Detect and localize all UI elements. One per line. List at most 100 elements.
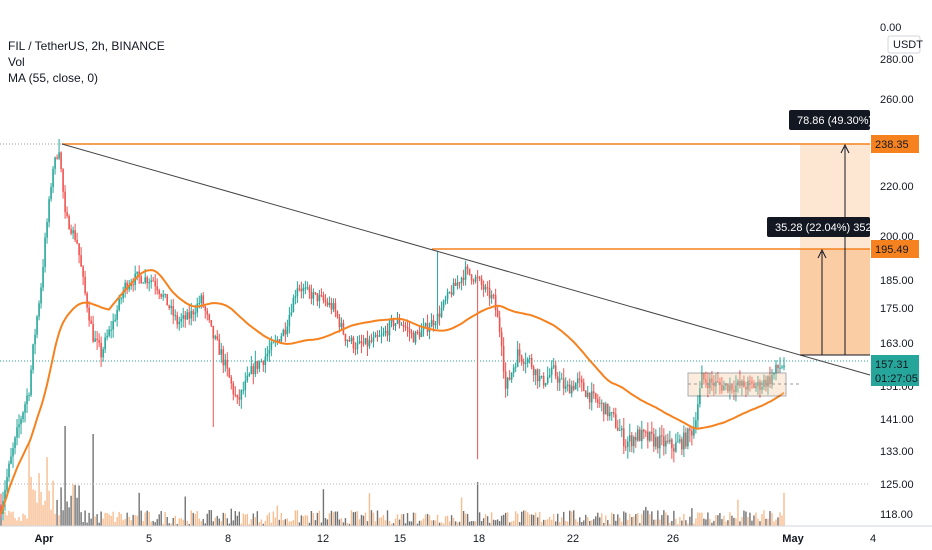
volume-bar bbox=[134, 515, 136, 526]
volume-bar bbox=[326, 519, 329, 526]
volume-bar bbox=[665, 512, 667, 526]
candle-body bbox=[302, 287, 305, 292]
candle-body bbox=[110, 329, 112, 331]
volume-bar bbox=[408, 521, 411, 526]
candle-body bbox=[382, 332, 385, 335]
candle-body bbox=[761, 386, 763, 390]
volume-bar bbox=[400, 514, 403, 526]
candle-body bbox=[144, 277, 146, 283]
candle-body bbox=[438, 313, 441, 317]
candle-body bbox=[749, 380, 751, 382]
price-tick-label: 133.00 bbox=[880, 446, 914, 458]
candle-body bbox=[358, 341, 361, 343]
candle-body bbox=[725, 383, 727, 386]
volume-bar bbox=[244, 514, 247, 526]
volume-bar bbox=[418, 520, 421, 526]
candle-body bbox=[514, 366, 517, 368]
candle-body bbox=[697, 404, 699, 421]
candle-body bbox=[44, 237, 46, 267]
volume-bar bbox=[304, 515, 307, 526]
volume-bar bbox=[739, 521, 741, 526]
candle-body bbox=[258, 361, 261, 369]
volume-bar bbox=[286, 518, 289, 526]
candle-body bbox=[737, 380, 739, 386]
candle-body bbox=[516, 349, 519, 367]
volume-bar bbox=[601, 513, 603, 526]
candle-body bbox=[222, 349, 225, 366]
volume-bar bbox=[162, 523, 164, 526]
candle-body bbox=[266, 353, 269, 357]
volume-bar bbox=[482, 518, 485, 526]
candle-body bbox=[663, 436, 665, 447]
volume-bar bbox=[118, 511, 120, 526]
volume-bar bbox=[733, 517, 735, 526]
volume-bar bbox=[16, 520, 18, 526]
volume-bar bbox=[516, 513, 519, 526]
volume-bar bbox=[288, 521, 291, 526]
candle-body bbox=[560, 378, 563, 380]
arrow-head-short bbox=[817, 248, 827, 259]
volume-bar bbox=[4, 511, 6, 526]
volume-bar bbox=[220, 521, 222, 526]
candle-body bbox=[50, 187, 52, 200]
candle-body bbox=[264, 356, 267, 366]
volume-bar bbox=[132, 514, 134, 526]
volume-bar bbox=[621, 521, 623, 526]
measure-region-inner bbox=[800, 249, 870, 355]
candle-body bbox=[292, 298, 295, 313]
volume-bar bbox=[70, 495, 72, 526]
volume-bar bbox=[170, 523, 172, 526]
candle-body bbox=[536, 369, 539, 382]
volume-bar bbox=[230, 508, 232, 526]
candle-body bbox=[208, 314, 211, 321]
volume-bar bbox=[609, 523, 611, 526]
volume-bar bbox=[100, 511, 102, 526]
volume-bar bbox=[759, 521, 761, 526]
volume-bar bbox=[753, 515, 755, 526]
candle-body bbox=[645, 431, 647, 433]
candle-body bbox=[246, 375, 249, 381]
volume-bar bbox=[264, 521, 267, 526]
candle-body bbox=[104, 337, 106, 350]
volume-bar bbox=[212, 521, 214, 526]
candle-body bbox=[548, 375, 551, 377]
volume-bar bbox=[715, 515, 717, 526]
volume-bar bbox=[546, 519, 549, 526]
volume-bar bbox=[567, 521, 569, 526]
volume-bar bbox=[462, 511, 465, 526]
current-price-badge-bg bbox=[871, 355, 919, 386]
candle-body bbox=[550, 367, 553, 376]
volume-bar bbox=[500, 515, 503, 526]
candle-body bbox=[564, 386, 567, 389]
candle-body bbox=[62, 169, 64, 192]
candle-body bbox=[240, 390, 243, 400]
volume-bar bbox=[342, 522, 345, 526]
volume-bar bbox=[448, 521, 451, 526]
volume-bar bbox=[575, 519, 577, 526]
volume-bar bbox=[52, 480, 54, 526]
candle-body bbox=[512, 367, 515, 373]
volume-bar bbox=[705, 519, 707, 526]
candle-body bbox=[12, 448, 14, 457]
volume-bar bbox=[26, 518, 28, 526]
candle-body bbox=[510, 372, 513, 380]
candle-body bbox=[568, 384, 571, 394]
measure-label-long: 78.86 (49.30%) 7 bbox=[797, 115, 881, 127]
candle-body bbox=[689, 428, 691, 431]
volume-bar bbox=[685, 520, 687, 526]
volume-bar bbox=[763, 510, 765, 526]
volume-bar bbox=[484, 514, 487, 526]
volume-bar bbox=[751, 520, 753, 526]
volume-bar bbox=[659, 519, 661, 526]
candle-body bbox=[180, 318, 183, 322]
candle-body bbox=[234, 394, 237, 396]
candle-body bbox=[182, 315, 185, 319]
candle-body bbox=[598, 402, 601, 404]
volume-bar bbox=[240, 523, 243, 526]
candle-body bbox=[504, 371, 507, 389]
volume-bar bbox=[629, 513, 631, 526]
candle-body bbox=[649, 431, 651, 441]
volume-bar bbox=[532, 515, 535, 526]
candle-body bbox=[178, 321, 181, 325]
